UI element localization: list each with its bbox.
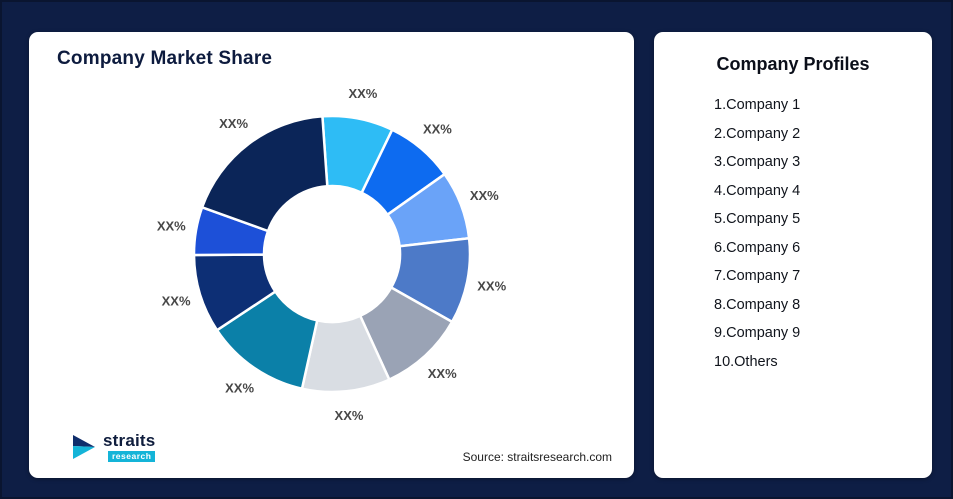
segment-label-9: XX% <box>157 219 186 234</box>
chart-title: Company Market Share <box>57 48 273 69</box>
segment-label-2: XX% <box>423 122 452 137</box>
donut-chart-area: XX% XX% XX% XX% XX% XX% XX% XX% XX% XX% <box>102 64 562 444</box>
company-list-item: 9.Company 9 <box>714 325 801 341</box>
company-list-item: 3.Company 3 <box>714 154 801 170</box>
segment-label-7: XX% <box>225 380 254 395</box>
company-profiles-card: Company Profiles 1.Company 1 2.Company 2 3… <box>654 32 932 478</box>
company-list-item: 5.Company 5 <box>714 211 801 227</box>
segment-label-8: XX% <box>162 294 191 309</box>
company-list-item: 7.Company 7 <box>714 268 801 284</box>
company-list-item: 1.Company 1 <box>714 97 801 113</box>
profiles-title: Company Profiles <box>716 54 870 74</box>
logo-subtext: research <box>107 451 156 462</box>
segment-label-1: XX% <box>348 86 377 101</box>
market-share-card: Company Market Share XX% XX% XX% XX% XX% XX% X… <box>29 32 634 478</box>
company-list-item: 4.Company 4 <box>714 182 801 199</box>
segment-label-4: XX% <box>477 278 506 293</box>
company-list: 1.Company 1 2.Company 2 3.Company 3 4.Compa… <box>654 97 932 370</box>
donut-chart: XX% XX% XX% XX% XX% XX% XX% XX% XX% XX% <box>157 86 507 423</box>
company-list-item: 6.Company 6 <box>714 239 801 256</box>
logo-name: straits <box>103 431 156 450</box>
logo-arrow-icon <box>73 435 95 459</box>
segment-label-10: XX% <box>219 116 248 131</box>
source-note: Source: straitsresearch.com <box>462 450 612 464</box>
company-list-item: 10.Others <box>714 353 778 370</box>
donut-segment-10 <box>200 115 329 233</box>
logo-text: straits research <box>103 431 156 462</box>
segment-label-5: XX% <box>428 366 457 381</box>
straits-research-logo: straits research <box>71 431 156 462</box>
company-list-item: 8.Company 8 <box>714 296 801 313</box>
segment-label-3: XX% <box>470 188 499 203</box>
segment-label-6: XX% <box>335 408 364 423</box>
company-list-item: 2.Company 2 <box>714 125 801 142</box>
